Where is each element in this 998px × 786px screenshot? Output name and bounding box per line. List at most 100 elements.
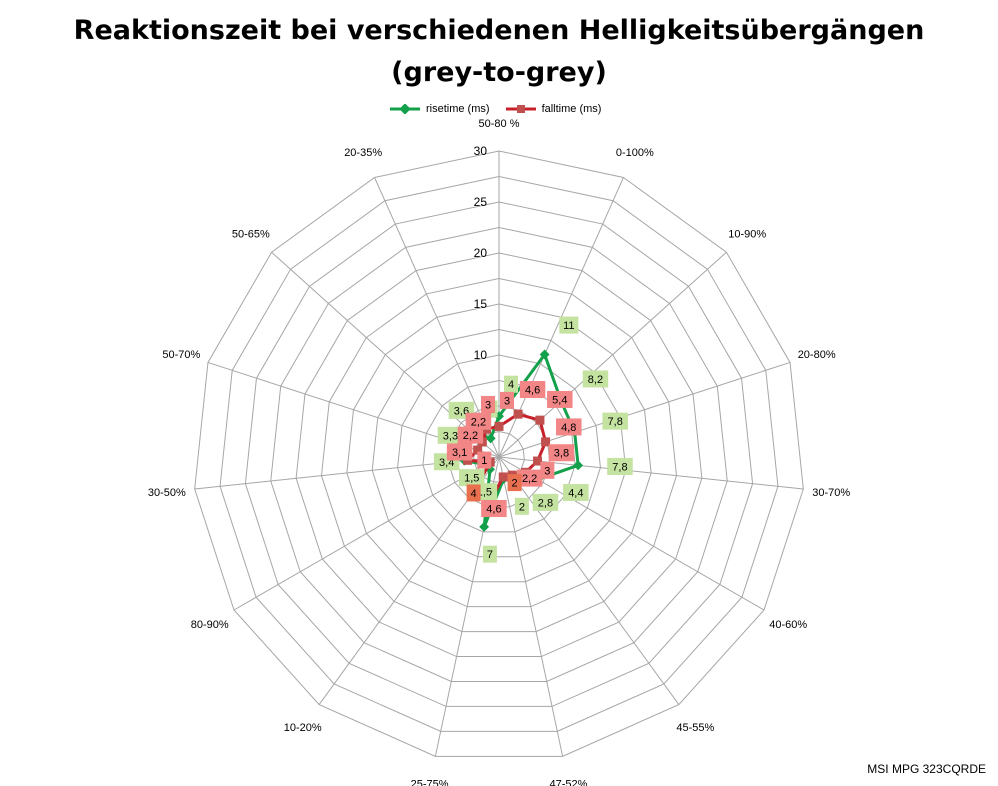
grid-spoke xyxy=(498,456,564,757)
fall-data-label-bg xyxy=(466,484,481,502)
fall-data-label: 4,6 xyxy=(525,385,540,397)
rise-data-label: 7 xyxy=(487,549,493,561)
rise-data-label: 2,8 xyxy=(538,497,553,509)
category-label: 30-70% xyxy=(812,487,850,499)
rise-data-label: 7,8 xyxy=(608,416,623,428)
fall-data-label: 3,8 xyxy=(554,448,569,460)
category-label: 50-80 % xyxy=(479,118,520,130)
fall-data-label: 4,6 xyxy=(486,504,501,516)
radial-tick-label: 25 xyxy=(474,195,488,209)
rise-data-label-bg xyxy=(514,497,529,515)
rise-data-label: 4 xyxy=(508,379,514,391)
rise-data-label: 8,2 xyxy=(588,374,603,386)
grid-ring xyxy=(194,150,804,757)
fall-data-label: 3 xyxy=(544,465,550,477)
grid-ring xyxy=(244,201,754,707)
rise-marker xyxy=(539,349,550,360)
chart-title-line-1: Reaktionszeit bei verschiedenen Helligke… xyxy=(73,15,925,46)
fall-data-label: 2,2 xyxy=(522,473,537,485)
legend-item-rise: risetime (ms) xyxy=(388,103,490,115)
legend-label-rise: risetime (ms) xyxy=(426,103,490,115)
grid-spoke xyxy=(498,456,680,705)
fall-data-label-bg xyxy=(516,469,543,487)
fall-data-label: 2,2 xyxy=(463,430,478,442)
grid-ring xyxy=(295,252,703,658)
fall-data-label-bg xyxy=(457,426,484,444)
rise-data-label: 3,6 xyxy=(454,405,469,417)
fall-data-label-bg xyxy=(481,500,507,518)
rise-data-label: 4,4 xyxy=(568,487,583,499)
rise-data-label-bg xyxy=(563,483,589,501)
rise-data-label-bg xyxy=(482,545,497,563)
grid-ring xyxy=(320,277,678,633)
fall-data-label-bg xyxy=(500,391,514,409)
rise-data-label-bg xyxy=(459,469,485,487)
fall-data-label-bg xyxy=(548,444,575,462)
fall-data-label: 2,2 xyxy=(471,416,486,428)
category-label: 20-80% xyxy=(798,349,836,361)
rise-data-label-bg xyxy=(504,375,518,393)
fall-data-label-bg xyxy=(477,451,492,469)
radial-tick-label: 20 xyxy=(474,246,488,260)
rise-data-label: 1,5 xyxy=(464,473,479,485)
fall-marker xyxy=(473,445,483,455)
category-label: 25-75% xyxy=(411,779,449,786)
rise-data-label-bg xyxy=(559,316,579,334)
monitor-model-label: MSI MPG 323CQRDE xyxy=(867,762,986,776)
grid-spoke xyxy=(271,251,500,458)
fall-data-label-bg xyxy=(507,474,522,492)
rise-data-label: 2 xyxy=(519,501,525,513)
legend-label-fall: falltime (ms) xyxy=(541,103,602,115)
fall-marker xyxy=(541,437,551,447)
chart-title: Reaktionszeit bei verschiedenen Helligke… xyxy=(0,10,998,94)
fall-data-label-bg xyxy=(547,390,573,408)
rise-data-label-bg xyxy=(602,412,628,430)
fall-data-label-bg xyxy=(540,461,555,479)
grid-ring xyxy=(397,354,601,558)
category-label: 50-65% xyxy=(232,229,270,241)
fall-data-label-bg xyxy=(481,395,496,413)
category-label: 45-55% xyxy=(676,722,714,734)
rise-data-label-bg xyxy=(607,457,633,475)
fall-marker xyxy=(533,456,543,466)
rise-marker xyxy=(485,433,496,444)
fall-data-label: 5,4 xyxy=(552,394,567,406)
legend-marker-rise xyxy=(390,104,420,114)
grid-spoke xyxy=(374,177,500,458)
fall-marker xyxy=(494,421,504,431)
category-label: 20-35% xyxy=(344,147,382,159)
category-label: 10-90% xyxy=(728,229,766,241)
fall-data-label: 3,1 xyxy=(452,447,467,459)
rise-data-label-bg xyxy=(582,370,609,388)
fall-data-label-bg xyxy=(465,412,492,430)
fall-data-label: 4,8 xyxy=(561,422,576,434)
grid-ring xyxy=(346,303,652,608)
fall-marker xyxy=(535,415,545,425)
fall-data-label: 3 xyxy=(485,399,491,411)
rise-marker xyxy=(573,460,584,471)
category-label: 47-52% xyxy=(549,779,587,786)
grid-ring xyxy=(371,328,627,583)
rise-data-label-bg xyxy=(437,426,464,444)
fall-data-label: 4 xyxy=(471,488,477,500)
fall-marker xyxy=(498,472,508,482)
category-label: 30-50% xyxy=(148,487,186,499)
radial-tick-label: 10 xyxy=(474,348,488,362)
radial-tick-label: 30 xyxy=(474,144,488,158)
grid-ring xyxy=(219,175,779,732)
fall-data-label-bg xyxy=(519,381,546,399)
category-label: 40-60% xyxy=(769,619,807,631)
grid-spoke xyxy=(233,456,500,611)
fall-data-label: 3 xyxy=(504,395,510,407)
category-label: 50-70% xyxy=(162,349,200,361)
category-label: 0-100% xyxy=(616,147,654,159)
rise-data-label: 3,3 xyxy=(443,430,458,442)
legend-item-fall: falltime (ms) xyxy=(504,103,602,115)
chart-title-line-2: (grey-to-grey) xyxy=(391,57,607,88)
rise-data-label: 7,8 xyxy=(612,461,627,473)
rise-data-label-bg xyxy=(532,493,559,511)
fall-data-label: 2 xyxy=(512,478,518,490)
rise-data-label: 11 xyxy=(563,320,574,332)
category-label: 10-20% xyxy=(284,722,322,734)
